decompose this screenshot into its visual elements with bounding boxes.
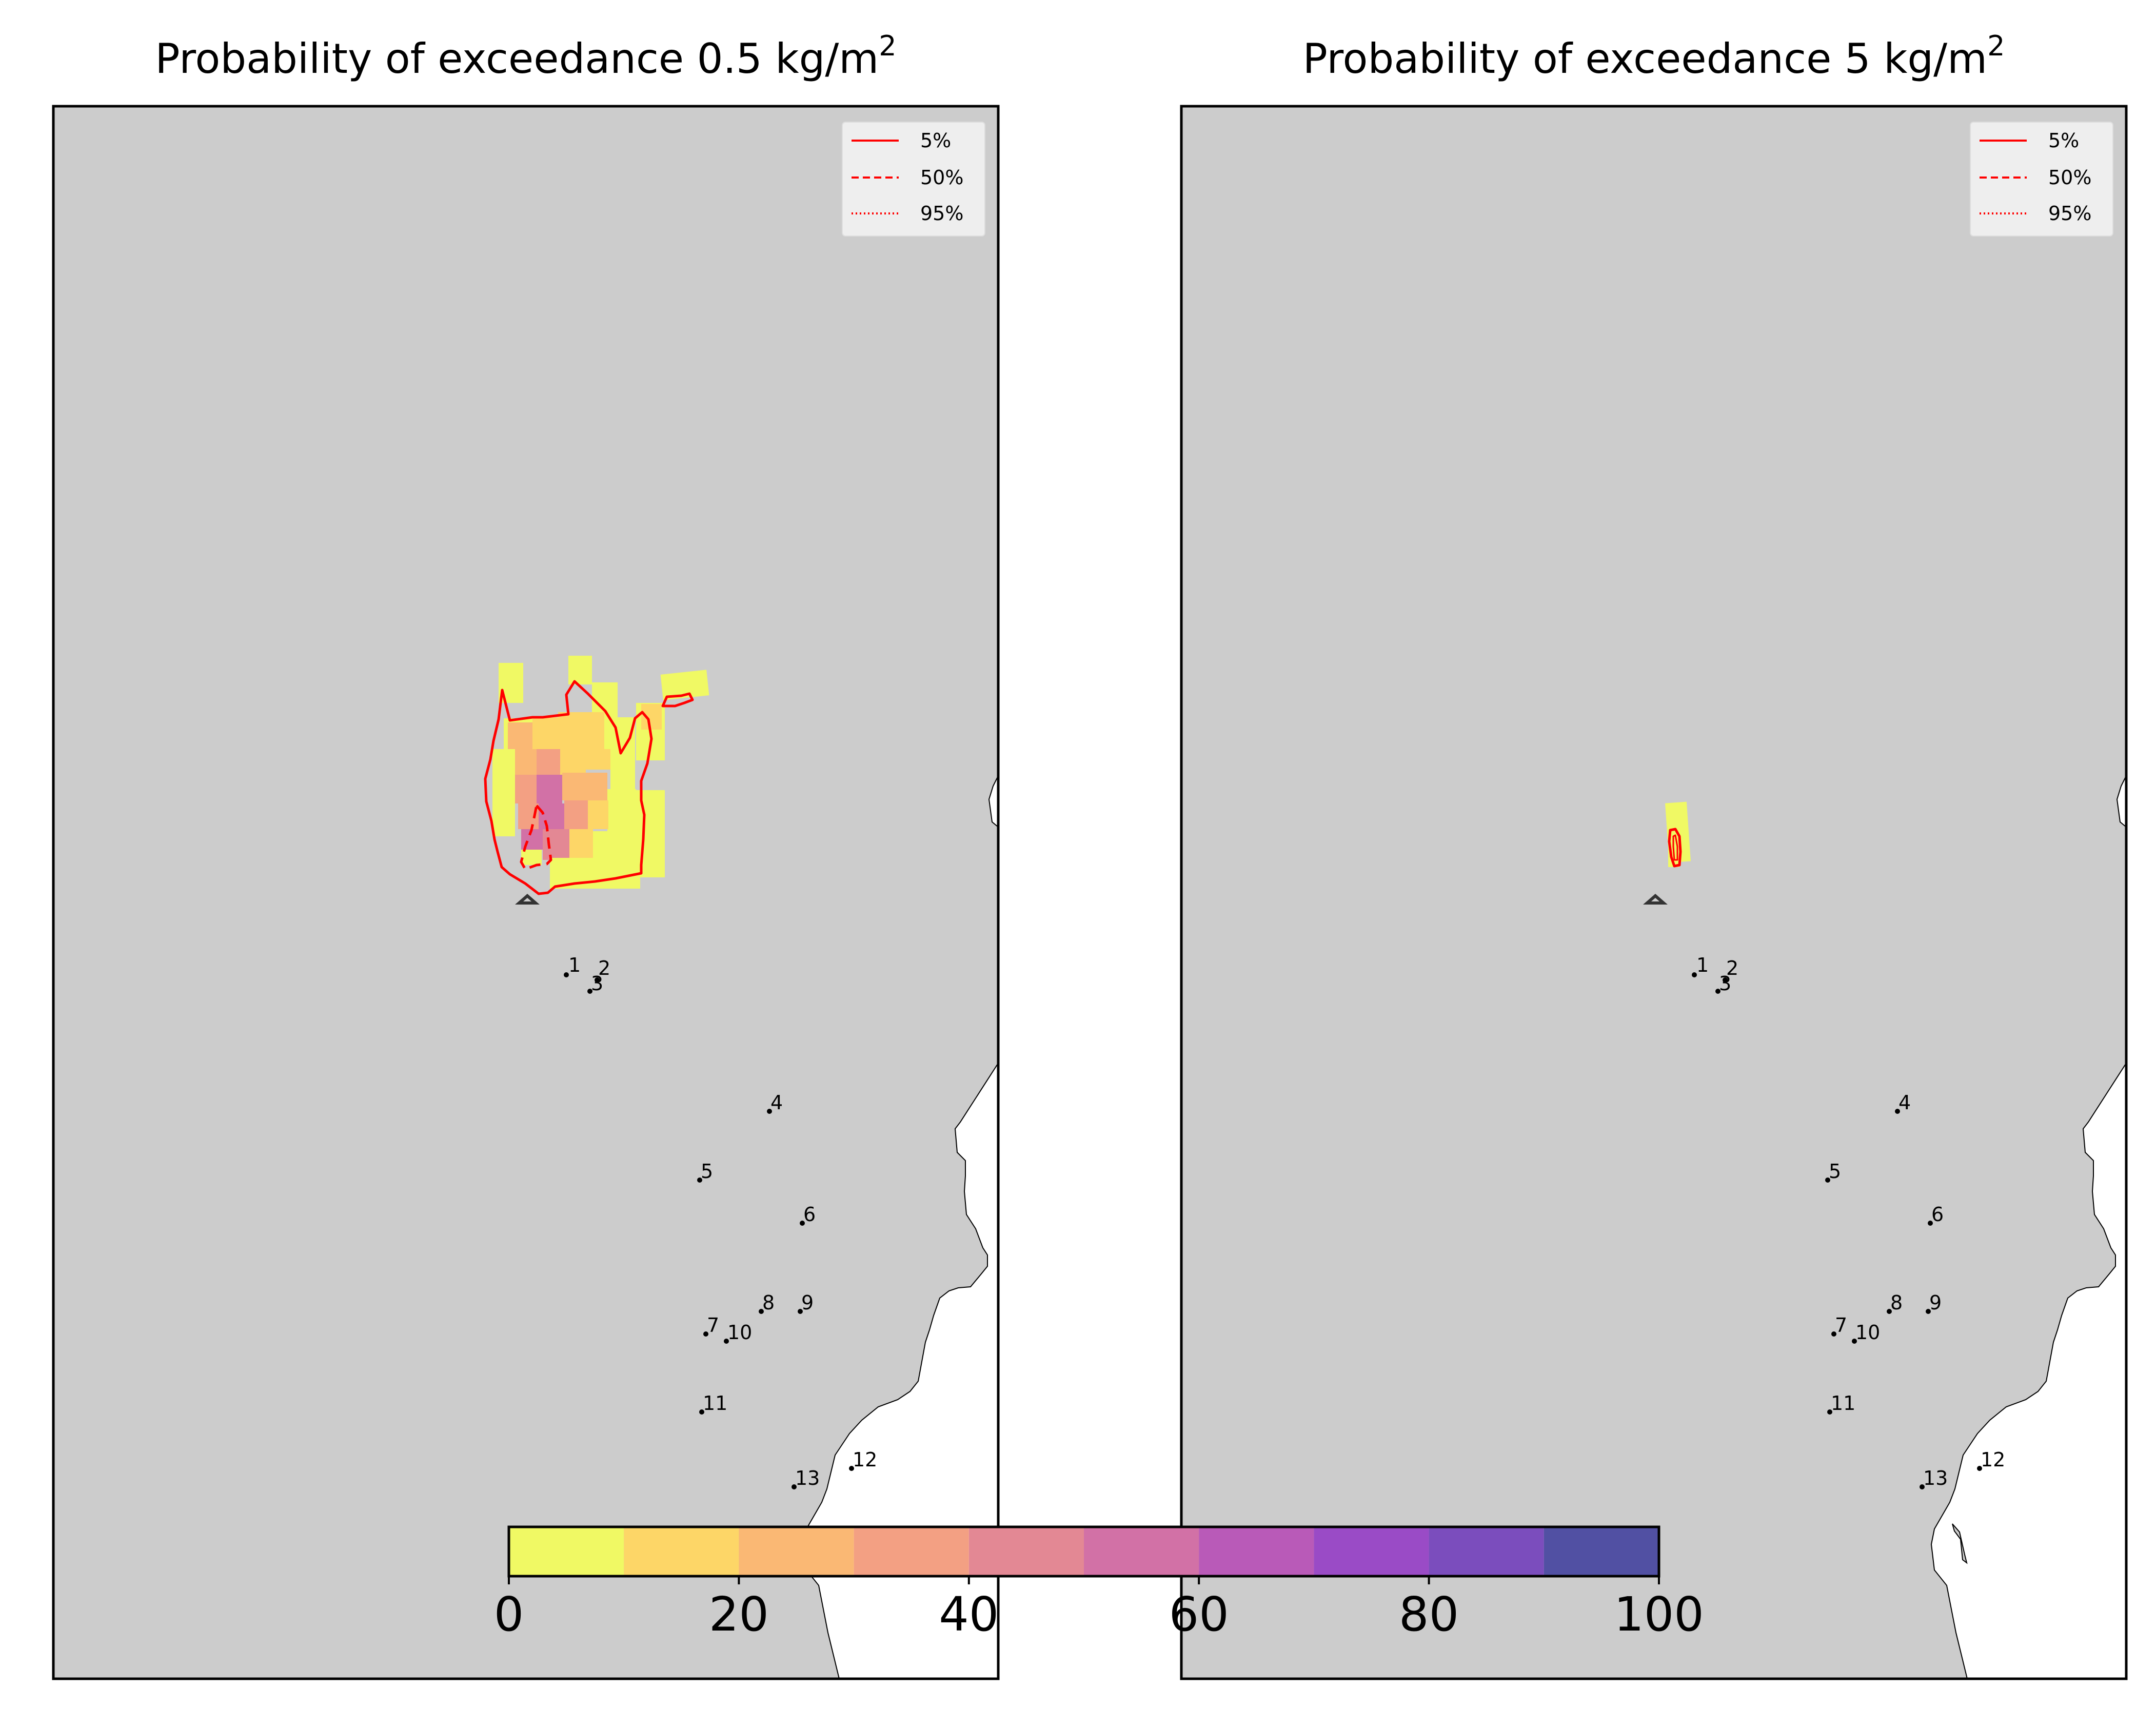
- location-label: 7: [707, 1314, 719, 1337]
- location-label: 6: [1931, 1203, 1944, 1226]
- legend-label: 95%: [920, 202, 963, 225]
- prob-cell: [508, 722, 532, 749]
- location-label: 10: [1855, 1321, 1880, 1344]
- location-label: 12: [853, 1448, 877, 1471]
- location-label: 3: [591, 972, 603, 995]
- panel-b: Probability of exceedance 5 kg/m2: [1181, 30, 2126, 1679]
- location-label: 7: [1835, 1314, 1847, 1337]
- colorbar-segments: [509, 1527, 1659, 1576]
- legend-label: 5%: [920, 129, 951, 152]
- prob-cell: [568, 656, 592, 684]
- prob-cell: [543, 829, 569, 860]
- colorbar-segment: [1084, 1527, 1199, 1576]
- panel-a-legend: 5% 50% 95%: [842, 122, 985, 236]
- legend-label: 50%: [2048, 166, 2091, 189]
- prob-cell: [564, 800, 588, 829]
- colorbar-segment: [624, 1527, 739, 1576]
- prob-cell: [539, 803, 564, 829]
- colorbar-segment: [854, 1527, 969, 1576]
- location-label: 3: [1719, 972, 1731, 995]
- prob-cell: [537, 775, 562, 803]
- prob-cell: [521, 850, 542, 865]
- prob-cell: [641, 704, 662, 730]
- colorbar-tick-label: 60: [1169, 1587, 1229, 1642]
- prob-cell: [537, 749, 560, 775]
- colorbar-tick-label: 100: [1614, 1587, 1704, 1642]
- prob-cell: [569, 829, 593, 858]
- prob-cell: [607, 789, 636, 835]
- location-label: 12: [1981, 1448, 2005, 1471]
- location-label: 4: [770, 1091, 783, 1114]
- location-label: 13: [1923, 1467, 1948, 1489]
- colorbar-tick-label: 20: [709, 1587, 769, 1642]
- location-label: 6: [803, 1203, 816, 1226]
- location-label: 5: [1829, 1160, 1841, 1183]
- prob-cell: [492, 749, 515, 836]
- location-label: 9: [1929, 1291, 1942, 1314]
- colorbar-segment: [509, 1527, 624, 1576]
- location-label: 11: [1831, 1392, 1855, 1415]
- prob-cell: [588, 800, 608, 829]
- prob-cell: [558, 712, 604, 749]
- colorbar-segment: [1429, 1527, 1544, 1576]
- location-label: 13: [795, 1467, 820, 1489]
- prob-cell: [562, 773, 607, 800]
- panel-b-title: Probability of exceedance 5 kg/m2: [1303, 30, 2005, 83]
- legend-label: 50%: [920, 166, 963, 189]
- panel-a: Probability of exceedance 0.5 kg/m2: [53, 30, 998, 1679]
- panel-a-title: Probability of exceedance 0.5 kg/m2: [155, 30, 896, 83]
- colorbar-tick-label: 80: [1399, 1587, 1459, 1642]
- prob-cell: [586, 749, 610, 770]
- location-label: 8: [1890, 1291, 1903, 1314]
- legend-label: 5%: [2048, 129, 2079, 152]
- location-label: 4: [1898, 1091, 1911, 1114]
- colorbar-segment: [1544, 1527, 1659, 1576]
- location-label: 11: [703, 1392, 727, 1415]
- colorbar-tick-label: 40: [939, 1587, 999, 1642]
- location-label: 1: [1696, 954, 1709, 976]
- location-label: 9: [801, 1291, 814, 1314]
- location-label: 10: [727, 1321, 752, 1344]
- prob-cell: [610, 769, 635, 789]
- prob-cell: [532, 717, 558, 749]
- location-label: 5: [701, 1160, 713, 1183]
- prob-cell: [515, 775, 537, 803]
- location-label: 8: [762, 1291, 775, 1314]
- prob-cell: [515, 749, 537, 775]
- colorbar-segment: [969, 1527, 1084, 1576]
- colorbar-tick-label: 0: [494, 1587, 524, 1642]
- colorbar-segment: [739, 1527, 854, 1576]
- prob-cell: [593, 831, 639, 862]
- colorbar-segment: [1199, 1527, 1314, 1576]
- panel-b-legend: 5% 50% 95%: [1970, 122, 2113, 236]
- colorbar-segment: [1314, 1527, 1429, 1576]
- location-label: 1: [568, 954, 581, 976]
- legend-label: 95%: [2048, 202, 2091, 225]
- prob-cell: [560, 749, 586, 775]
